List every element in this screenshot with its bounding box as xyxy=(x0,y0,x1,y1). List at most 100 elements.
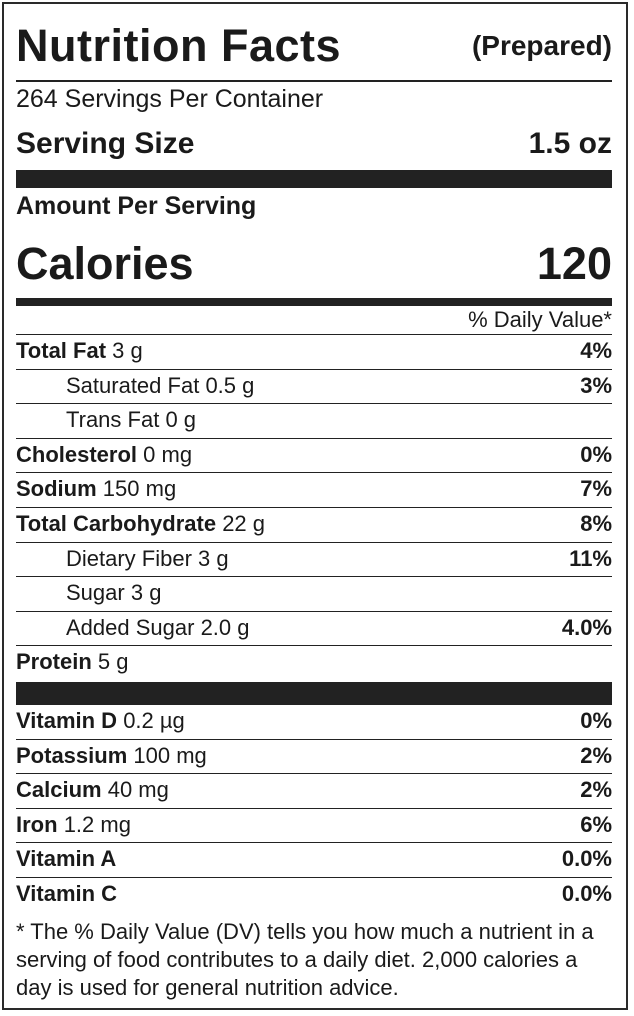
nutrient-amount: 3 g xyxy=(198,545,229,571)
nutrient-label: Sodium 150 mg xyxy=(16,474,176,504)
calories-value: 120 xyxy=(536,238,612,289)
row-divider xyxy=(16,472,612,474)
nutrient-name: Sodium xyxy=(16,476,97,502)
row-divider xyxy=(16,645,612,647)
vitamin-label: Vitamin C xyxy=(16,879,117,909)
daily-value-header: % Daily Value* xyxy=(468,307,612,332)
vitamin-label: Vitamin D 0.2 µg xyxy=(16,706,185,736)
nutrient-label: Added Sugar 2.0 g xyxy=(16,613,250,643)
nutrient-name: Protein xyxy=(16,649,92,675)
vitamin-percent: 0.0% xyxy=(561,881,612,906)
divider-thick xyxy=(16,170,612,188)
row-divider xyxy=(16,773,612,775)
nutrient-amount: 0 g xyxy=(165,407,197,433)
vitamin-label: Vitamin A xyxy=(16,844,116,874)
nutrient-label: Total Carbohydrate 22 g xyxy=(16,509,265,539)
vitamin-amount: 1.2 mg xyxy=(63,811,131,837)
vitamin-row: Vitamin A 0.0% xyxy=(16,844,612,878)
label-title: Nutrition Facts xyxy=(16,20,342,71)
nutrient-row: Sodium 150 mg 7% xyxy=(16,474,612,508)
nutrient-percent: 4% xyxy=(580,338,612,363)
vitamin-amount: 100 mg xyxy=(133,742,207,768)
nutrient-row: Dietary Fiber 3 g 11% xyxy=(16,544,612,578)
title-row: Nutrition Facts (Prepared) xyxy=(16,18,612,74)
nutrient-percent: 3% xyxy=(580,372,612,398)
vitamin-name: Calcium xyxy=(16,777,102,803)
row-divider xyxy=(16,334,612,335)
vitamin-name: Iron xyxy=(16,811,58,837)
nutrient-amount: 2.0 g xyxy=(200,614,250,640)
row-divider xyxy=(16,576,612,578)
nutrient-name: Total Fat xyxy=(16,338,107,363)
serving-size-row: Serving Size 1.5 oz xyxy=(16,126,612,162)
vitamin-name: Vitamin A xyxy=(16,846,117,872)
nutrient-label: Trans Fat 0 g xyxy=(16,405,196,435)
amount-per-serving: Amount Per Serving xyxy=(16,192,257,220)
vitamin-row: Vitamin D 0.2 µg 0% xyxy=(16,706,612,740)
divider-medium xyxy=(16,298,612,306)
nutrient-label: Sugar 3 g xyxy=(16,578,161,608)
serving-size-value: 1.5 oz xyxy=(528,127,612,160)
nutrient-label: Dietary Fiber 3 g xyxy=(16,544,229,574)
nutrient-row: Cholesterol 0 mg 0% xyxy=(16,440,612,474)
nutrient-label: Protein 5 g xyxy=(16,647,129,677)
nutrient-name: Saturated Fat xyxy=(66,372,200,398)
nutrient-name: Total Carbohydrate xyxy=(16,511,217,536)
row-divider xyxy=(16,610,612,612)
vitamin-percent: 0% xyxy=(580,708,612,733)
row-divider xyxy=(16,704,612,705)
nutrient-percent: 11% xyxy=(569,545,612,571)
vitamin-percent: 6% xyxy=(580,811,612,837)
calories-label: Calories xyxy=(16,238,194,289)
nutrition-facts-label: Nutrition Facts (Prepared) 264 Servings … xyxy=(2,2,628,1010)
nutrient-row: Sugar 3 g xyxy=(16,578,612,612)
vitamin-row: Calcium 40 mg 2% xyxy=(16,775,612,809)
nutrient-amount: 150 mg xyxy=(102,476,177,502)
servings-per-container: 264 Servings Per Container xyxy=(16,85,324,113)
vitamin-label: Calcium 40 mg xyxy=(16,775,169,805)
vitamin-amount: 0.2 µg xyxy=(123,708,185,733)
nutrient-percent: 7% xyxy=(580,476,612,502)
nutrient-amount: 0.5 g xyxy=(205,372,255,398)
nutrient-amount: 5 g xyxy=(97,649,129,675)
vitamin-percent: 2% xyxy=(580,777,612,803)
vitamin-percent: 2% xyxy=(580,742,612,768)
vitamin-label: Potassium 100 mg xyxy=(16,741,207,771)
nutrient-amount: 3 g xyxy=(130,580,162,606)
divider-vitamins xyxy=(16,682,612,704)
nutrient-amount: 3 g xyxy=(112,338,143,363)
vitamin-name: Vitamin C xyxy=(16,881,118,906)
nutrient-row: Added Sugar 2.0 g 4.0% xyxy=(16,613,612,647)
nutrient-percent: 8% xyxy=(580,511,612,536)
prepared-note: (Prepared) xyxy=(471,30,612,61)
row-divider xyxy=(16,507,612,508)
label-content: Nutrition Facts (Prepared) 264 Servings … xyxy=(16,4,612,1008)
vitamin-label: Iron 1.2 mg xyxy=(16,810,131,840)
vitamin-name: Vitamin D xyxy=(16,708,118,733)
nutrient-label: Cholesterol 0 mg xyxy=(16,440,192,470)
footnote: * The % Daily Value (DV) tells you how m… xyxy=(16,919,594,1000)
vitamin-row: Potassium 100 mg 2% xyxy=(16,741,612,775)
vitamin-name: Potassium xyxy=(16,742,128,768)
row-divider xyxy=(16,842,612,844)
vitamin-row: Iron 1.2 mg 6% xyxy=(16,810,612,844)
nutrient-name: Added Sugar xyxy=(66,614,195,640)
nutrient-row: Total Fat 3 g 4% xyxy=(16,336,612,370)
row-divider xyxy=(16,437,612,439)
nutrient-name: Cholesterol xyxy=(16,441,138,467)
nutrient-percent: 0% xyxy=(580,441,612,467)
vitamin-percent: 0.0% xyxy=(561,846,612,872)
row-divider xyxy=(16,807,612,809)
row-divider xyxy=(16,877,612,878)
nutrient-row: Saturated Fat 0.5 g 3% xyxy=(16,371,612,405)
nutrient-row: Total Carbohydrate 22 g 8% xyxy=(16,509,612,543)
nutrient-label: Saturated Fat 0.5 g xyxy=(16,371,254,401)
nutrient-percent: 4.0% xyxy=(561,614,612,640)
nutrient-name: Dietary Fiber xyxy=(66,545,192,571)
vitamin-amount: 40 mg xyxy=(107,777,169,803)
row-divider xyxy=(16,738,612,740)
nutrient-name: Trans Fat xyxy=(66,407,160,433)
nutrient-row: Trans Fat 0 g xyxy=(16,405,612,439)
row-divider xyxy=(16,541,612,543)
vitamin-row: Vitamin C 0.0% xyxy=(16,879,612,913)
